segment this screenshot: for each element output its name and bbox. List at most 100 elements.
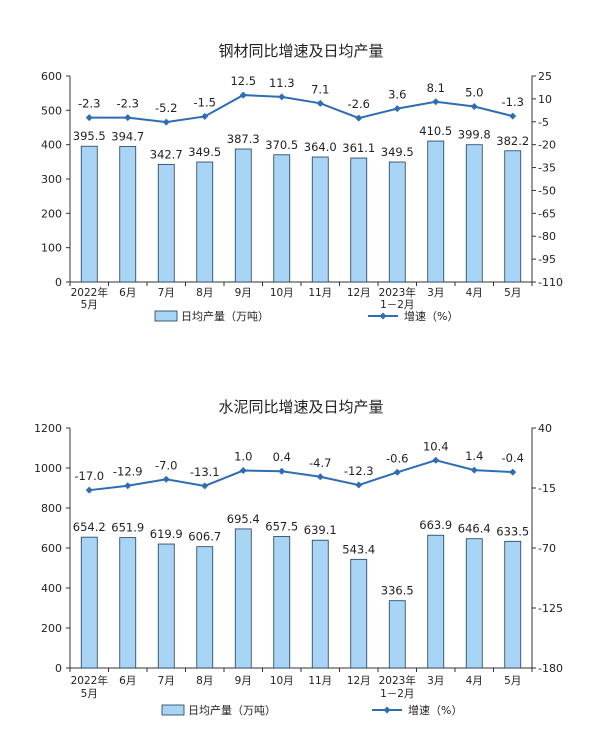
- cement-bar-label: 646.4: [458, 522, 491, 536]
- cement-left-tick-label: 200: [41, 622, 62, 635]
- steel-growth-label: -2.6: [348, 97, 370, 111]
- cement-growth-label: 1.0: [234, 450, 252, 464]
- cement-chart-title: 水泥同比增速及日均产量: [218, 398, 383, 416]
- cement-chart: 水泥同比增速及日均产量 0 200 400 600 800 1000 1200 -180 -12…: [34, 398, 563, 717]
- steel-growth-label: -1.3: [502, 95, 524, 109]
- steel-growth-label: -2.3: [78, 97, 100, 111]
- steel-growth-point: [316, 99, 324, 107]
- cement-left-tick-label: 1200: [34, 422, 62, 435]
- cement-bar: [311, 539, 329, 669]
- cement-growth-label: 0.4: [273, 450, 291, 464]
- cement-growth-label: -12.3: [344, 464, 374, 478]
- cement-bar: [196, 546, 214, 669]
- cement-legend-bar-swatch: [161, 704, 185, 716]
- steel-growth-label: 7.1: [311, 82, 329, 96]
- cement-bar: [427, 534, 445, 669]
- steel-bar: [157, 163, 175, 283]
- steel-bar: [234, 148, 252, 283]
- cement-category-label: 2023年: [379, 674, 416, 687]
- steel-left-tick-label: 200: [41, 207, 62, 220]
- cement-growth-point: [355, 481, 363, 489]
- cement-bar-label: 639.1: [304, 523, 337, 537]
- steel-chart-title: 钢材同比增速及日均产量: [218, 42, 383, 60]
- cement-bar: [119, 537, 137, 669]
- steel-category-label: 9月: [235, 287, 252, 299]
- cement-left-tick-label: 600: [41, 542, 62, 555]
- cement-left-tick-label: 800: [41, 502, 62, 515]
- cement-bar-label: 657.5: [265, 520, 298, 534]
- steel-growth-label: 5.0: [465, 86, 483, 100]
- steel-bar-label: 342.7: [150, 147, 183, 161]
- cement-growth-label: -4.7: [309, 456, 331, 470]
- cement-bar-label: 336.5: [381, 584, 414, 598]
- steel-bar-label: 361.1: [342, 141, 375, 155]
- cement-growth-point: [201, 482, 209, 490]
- cement-growth-label: -12.9: [113, 465, 143, 479]
- steel-left-tick-label: 600: [41, 70, 62, 83]
- cement-growth-line: [89, 459, 513, 492]
- steel-bar-label: 364.0: [304, 140, 337, 154]
- steel-bar: [80, 145, 98, 283]
- steel-bar-label: 395.5: [73, 129, 106, 143]
- steel-category-label: 6月: [119, 287, 136, 299]
- cement-growth-point: [509, 468, 517, 476]
- steel-category-label: 2022年: [71, 286, 108, 299]
- cement-growth-label: -17.0: [74, 469, 104, 483]
- cement-bar-label: 619.9: [150, 527, 183, 541]
- cement-bar-label: 606.7: [188, 530, 221, 544]
- cement-legend-line-label: 增速（%）: [408, 703, 462, 717]
- steel-right-tick-label: -35: [538, 162, 556, 175]
- steel-growth-point: [201, 112, 209, 120]
- steel-bar-label: 410.5: [419, 124, 452, 138]
- cement-bar-label: 651.9: [111, 521, 144, 535]
- cement-category-label-line2: 1－2月: [380, 688, 414, 700]
- steel-growth-label: 12.5: [230, 74, 256, 88]
- steel-chart: 钢材同比增速及日均产量 0 100 200 300 400 500 600 -110 -95 -8…: [41, 42, 563, 323]
- steel-bar: [465, 144, 483, 283]
- cement-left-tick-label: 0: [55, 662, 62, 675]
- cement-category-label: 6月: [119, 675, 136, 687]
- cement-bar: [388, 600, 406, 669]
- steel-right-tick-label: -110: [538, 276, 563, 289]
- cement-legend-line-marker: [383, 706, 391, 714]
- steel-bar: [196, 161, 214, 283]
- cement-growth-point: [316, 473, 324, 481]
- steel-right-tick-label: -65: [538, 207, 556, 220]
- steel-growth-point: [393, 105, 401, 113]
- steel-growth-label: -2.3: [117, 97, 139, 111]
- cement-bar: [465, 538, 483, 669]
- steel-bar: [504, 150, 522, 283]
- steel-growth-point: [470, 103, 478, 111]
- cement-bar-label: 654.2: [73, 520, 106, 534]
- cement-category-label: 9月: [235, 675, 252, 687]
- steel-left-tick-label: 400: [41, 139, 62, 152]
- steel-growth-label: 11.3: [269, 76, 295, 90]
- cement-growth-label: -7.0: [155, 458, 177, 472]
- steel-bar-label: 399.8: [458, 128, 491, 142]
- cement-growth-label: 10.4: [423, 439, 449, 453]
- cement-growth-point: [124, 482, 132, 490]
- steel-right-tick-label: -50: [538, 184, 556, 197]
- cement-bar: [504, 540, 522, 669]
- steel-growth-point: [85, 114, 93, 122]
- steel-legend-line-label: 增速（%）: [404, 309, 458, 323]
- steel-bar: [350, 157, 368, 283]
- steel-category-label: 3月: [427, 287, 444, 299]
- steel-bar-label: 387.3: [227, 132, 260, 146]
- steel-bar-label: 349.5: [188, 145, 221, 159]
- steel-right-tick-label: 10: [538, 93, 552, 106]
- cement-growth-point: [393, 468, 401, 476]
- cement-bar-label: 633.5: [496, 524, 529, 538]
- cement-right-tick-label: 40: [538, 422, 552, 435]
- steel-growth-point: [124, 114, 132, 122]
- cement-right-tick-label: -15: [538, 482, 556, 495]
- steel-growth-point: [162, 118, 170, 126]
- cement-category-label: 8月: [196, 675, 213, 687]
- cement-bar: [80, 536, 98, 669]
- steel-growth-point: [278, 93, 286, 101]
- steel-growth-point: [509, 112, 517, 120]
- steel-right-tick-label: -95: [538, 253, 556, 266]
- steel-bar: [273, 154, 291, 283]
- cement-category-label: 5月: [504, 675, 521, 687]
- cement-growth-point: [162, 475, 170, 483]
